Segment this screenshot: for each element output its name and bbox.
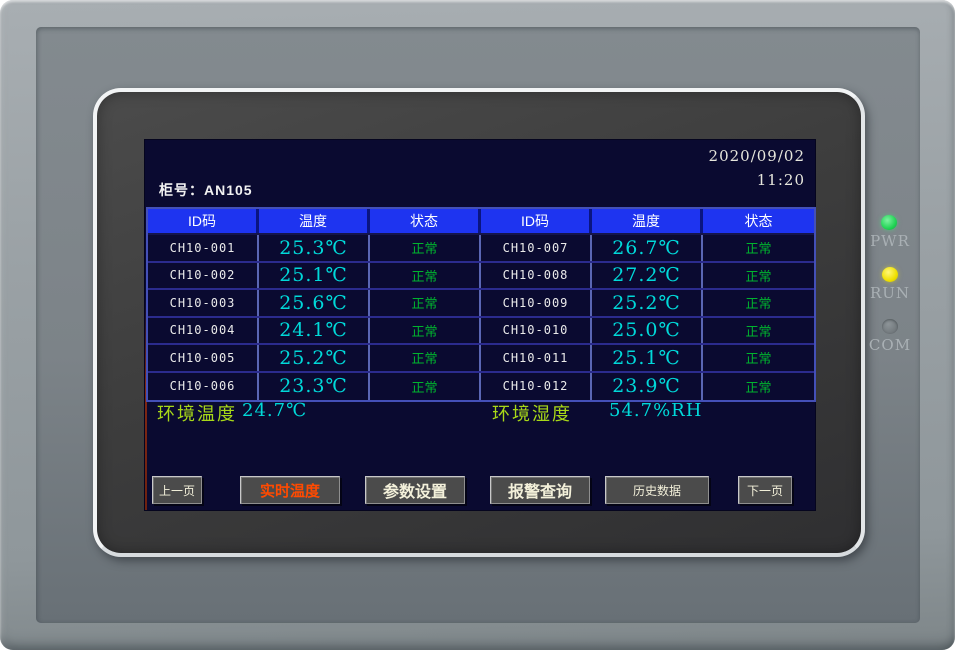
channel-table: ID码 温度 状态 ID码 温度 状态 CH10-001 25.3℃ 正常 CH…	[146, 207, 816, 402]
screen-panel: 2020/09/02 11:20 柜号：AN105 ID码 温度 状态 ID码 …	[93, 88, 865, 557]
ambient-temp-value: 24.7℃	[242, 400, 308, 421]
power-led-icon	[881, 215, 897, 230]
channel-temp: 27.2℃	[592, 262, 703, 288]
col-header-status: 状态	[370, 209, 481, 233]
col-header-id: ID码	[481, 209, 592, 233]
channel-temp: 24.1℃	[259, 317, 370, 343]
channel-status: 正常	[745, 296, 772, 312]
run-led-label: RUN	[869, 284, 911, 302]
channel-id: CH10-006	[148, 372, 259, 400]
channel-id: CH10-012	[481, 372, 592, 400]
col-header-id: ID码	[148, 209, 259, 233]
table-row: CH10-001 25.3℃ 正常 CH10-007 26.7℃ 正常	[148, 235, 814, 263]
channel-temp: 25.2℃	[259, 345, 370, 371]
param-settings-button[interactable]: 参数设置	[365, 476, 465, 504]
cabinet-number-label: 柜号：AN105	[159, 182, 253, 198]
channel-status: 正常	[370, 235, 481, 261]
channel-id: CH10-009	[481, 290, 592, 316]
col-header-status: 状态	[744, 213, 773, 229]
date-display: 2020/09/02	[708, 147, 805, 165]
channel-status: 正常	[745, 323, 772, 339]
power-led-label: PWR	[870, 232, 910, 250]
table-row: CH10-003 25.6℃ 正常 CH10-009 25.2℃ 正常	[148, 290, 814, 318]
channel-status: 正常	[370, 262, 481, 288]
table-row: CH10-002 25.1℃ 正常 CH10-008 27.2℃ 正常	[148, 262, 814, 290]
channel-status: 正常	[370, 290, 481, 316]
channel-temp: 23.3℃	[259, 372, 370, 400]
channel-status: 正常	[370, 317, 481, 343]
realtime-temp-button[interactable]: 实时温度	[240, 476, 340, 504]
channel-temp: 23.9℃	[592, 372, 703, 400]
channel-id: CH10-008	[481, 262, 592, 288]
channel-id: CH10-001	[148, 235, 259, 261]
channel-temp: 25.0℃	[592, 317, 703, 343]
channel-id: CH10-003	[148, 290, 259, 316]
alarm-query-button[interactable]: 报警查询	[490, 476, 590, 504]
next-page-button[interactable]: 下一页	[738, 476, 792, 504]
channel-temp: 26.7℃	[592, 235, 703, 261]
time-display: 11:20	[756, 171, 805, 189]
col-header-temp: 温度	[259, 209, 370, 233]
channel-id: CH10-004	[148, 317, 259, 343]
channel-temp: 25.6℃	[259, 290, 370, 316]
channel-status: 正常	[745, 351, 772, 367]
run-led-icon	[882, 267, 898, 282]
channel-status: 正常	[745, 241, 772, 257]
table-row: CH10-006 23.3℃ 正常 CH10-012 23.9℃ 正常	[148, 372, 814, 400]
screen-edge-artifact	[145, 300, 147, 510]
channel-id: CH10-002	[148, 262, 259, 288]
ambient-humidity-value: 54.7%RH	[609, 400, 703, 421]
channel-id: CH10-010	[481, 317, 592, 343]
col-header-temp: 温度	[592, 209, 703, 233]
channel-temp: 25.1℃	[592, 345, 703, 371]
com-led-icon	[882, 319, 898, 334]
table-row: CH10-004 24.1℃ 正常 CH10-010 25.0℃ 正常	[148, 317, 814, 345]
prev-page-button[interactable]: 上一页	[152, 476, 202, 504]
channel-temp: 25.1℃	[259, 262, 370, 288]
channel-id: CH10-005	[148, 345, 259, 371]
ambient-humidity-label: 环境湿度	[492, 404, 572, 424]
channel-temp: 25.2℃	[592, 290, 703, 316]
channel-id: CH10-007	[481, 235, 592, 261]
channel-id: CH10-011	[481, 345, 592, 371]
lcd-display: 2020/09/02 11:20 柜号：AN105 ID码 温度 状态 ID码 …	[144, 139, 816, 511]
ambient-temp-label: 环境温度	[157, 404, 237, 424]
channel-status: 正常	[370, 345, 481, 371]
history-data-button[interactable]: 历史数据	[605, 476, 709, 504]
channel-status: 正常	[745, 379, 772, 395]
table-header-row: ID码 温度 状态 ID码 温度 状态	[148, 209, 814, 235]
table-row: CH10-005 25.2℃ 正常 CH10-011 25.1℃ 正常	[148, 345, 814, 373]
com-led-label: COM	[868, 336, 912, 354]
channel-status: 正常	[745, 268, 772, 284]
channel-temp: 25.3℃	[259, 235, 370, 261]
channel-status: 正常	[370, 372, 481, 400]
